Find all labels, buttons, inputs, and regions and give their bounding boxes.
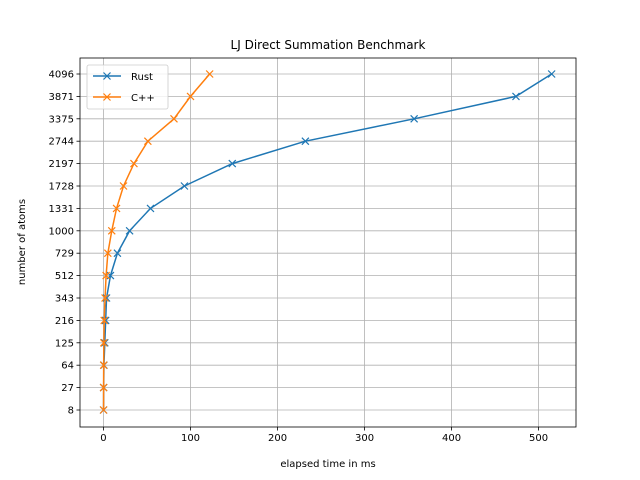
- marker-stroke: [512, 92, 520, 101]
- y-tick-label-4: 216: [55, 316, 74, 327]
- data-point-c-3: [99, 338, 108, 347]
- legend-box: [86, 64, 169, 110]
- marker-stroke: [102, 271, 111, 280]
- x-tick-label-0: 0: [100, 433, 106, 444]
- x-tick-label-2: 200: [268, 433, 287, 444]
- data-point-c-13: [170, 114, 178, 123]
- marker-stroke: [103, 249, 112, 258]
- data-point-rust-14: [512, 92, 520, 101]
- data-point-c-14: [186, 92, 195, 101]
- y-tick-label-5: 343: [55, 294, 74, 305]
- marker-stroke: [228, 159, 237, 168]
- y-tick-label-7: 729: [55, 249, 74, 260]
- marker-stroke: [119, 182, 128, 190]
- y-tick-label-2: 64: [61, 361, 74, 372]
- legend-label-c: C++: [131, 93, 155, 104]
- y-tick-label-0: 8: [68, 406, 74, 417]
- data-point-rust-7: [113, 249, 122, 258]
- marker-stroke: [170, 114, 178, 123]
- y-tick-label-15: 4096: [49, 70, 74, 81]
- y-axis-label: number of atoms: [17, 199, 28, 285]
- axes-frame: [79, 57, 577, 428]
- marker-stroke: [112, 204, 121, 213]
- data-point-c-6: [102, 271, 111, 280]
- marker-stroke: [143, 137, 152, 146]
- data-point-rust-9: [146, 204, 155, 213]
- marker-stroke: [130, 159, 138, 168]
- data-point-c-11: [130, 159, 138, 168]
- data-point-c-7: [103, 249, 112, 258]
- marker-stroke: [301, 137, 310, 146]
- data-point-c-0: [99, 406, 108, 414]
- legend-marker-rust: [103, 72, 111, 80]
- y-tick-label-3: 125: [55, 338, 74, 349]
- marker-stroke: [99, 383, 108, 392]
- data-point-rust-8: [125, 226, 134, 235]
- data-point-c-9: [112, 204, 121, 213]
- x-tick-label-3: 300: [355, 433, 374, 444]
- y-tick-label-14: 3871: [49, 92, 74, 103]
- marker-stroke: [113, 249, 122, 258]
- legend-item-c: C++: [93, 93, 155, 104]
- y-tick-label-6: 512: [55, 271, 74, 282]
- marker-stroke: [125, 226, 134, 235]
- marker-stroke: [99, 406, 108, 414]
- marker-stroke: [100, 316, 109, 325]
- data-point-rust-11: [228, 159, 237, 168]
- marker-stroke: [102, 294, 111, 302]
- y-tick-label-1: 27: [61, 383, 74, 394]
- y-tick-label-12: 2744: [49, 137, 74, 148]
- marker-stroke: [107, 226, 116, 235]
- x-tick-label-4: 400: [442, 433, 461, 444]
- chart-title: LJ Direct Summation Benchmark: [231, 38, 426, 52]
- legend: Rust C++: [86, 64, 169, 110]
- marker-stroke: [146, 204, 155, 213]
- x-axis-label: elapsed time in ms: [280, 459, 375, 470]
- legend-item-rust: Rust: [93, 72, 153, 83]
- data-point-c-15: [205, 70, 214, 78]
- legend-label-rust: Rust: [131, 72, 153, 83]
- x-tick-label-5: 500: [529, 433, 548, 444]
- y-tick-label-9: 1331: [49, 204, 74, 215]
- data-point-c-8: [107, 226, 116, 235]
- marker-stroke: [99, 361, 108, 370]
- data-point-rust-5: [102, 294, 111, 302]
- y-tick-label-11: 2197: [49, 159, 74, 170]
- plot-area: 0 100 200 300 400 500 8 27 64 125 216 343 512 729 1000…: [49, 57, 577, 444]
- marker-stroke: [99, 338, 108, 347]
- data-point-rust-10: [180, 182, 189, 190]
- marker-stroke: [100, 338, 109, 347]
- marker-stroke: [205, 70, 214, 78]
- data-point-rust-12: [301, 137, 310, 146]
- data-point-c-12: [143, 137, 152, 146]
- y-tick-label-10: 1728: [49, 182, 74, 193]
- marker-stroke: [547, 70, 556, 78]
- data-point-rust-13: [410, 114, 419, 123]
- y-tick-label-13: 3375: [49, 114, 74, 125]
- data-point-rust-3: [100, 338, 109, 347]
- marker-stroke: [180, 182, 189, 190]
- marker-stroke: [101, 316, 110, 325]
- marker-stroke: [101, 294, 109, 302]
- marker-stroke: [186, 92, 195, 101]
- data-point-c-10: [119, 182, 128, 190]
- data-point-c-2: [99, 361, 108, 370]
- legend-marker-c: [103, 93, 111, 101]
- y-tick-label-8: 1000: [49, 226, 74, 237]
- marker-stroke: [410, 114, 419, 123]
- data-point-c-4: [100, 316, 109, 325]
- data-point-c-5: [101, 294, 109, 302]
- data-point-rust-15: [547, 70, 556, 78]
- series-line-c: [102, 73, 211, 410]
- data-point-rust-4: [101, 316, 110, 325]
- x-tick-label-1: 100: [181, 433, 200, 444]
- data-point-c-1: [99, 383, 108, 392]
